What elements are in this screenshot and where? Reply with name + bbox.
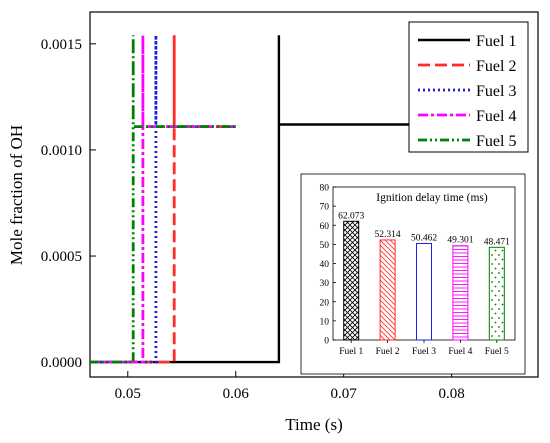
series-line-fuel-1	[90, 35, 425, 364]
inset-y-tick-label: 50	[320, 241, 330, 251]
legend-box	[408, 21, 529, 153]
legend-items: Fuel 1 Fuel 2 Fuel 3 Fuel 4 Fuel 5	[418, 33, 516, 150]
inset-bar	[488, 246, 505, 341]
x-tick-label: 0.06	[223, 386, 250, 402]
legend-label: Fuel 5	[476, 133, 516, 150]
inset-y-tick-label: 80	[320, 184, 330, 194]
x-tick-label: 0.05	[115, 386, 141, 402]
inset-bar	[343, 220, 360, 341]
inset-bar	[379, 239, 396, 341]
x-axis-label: Time (s)	[285, 415, 342, 434]
y-tick-label: 0.0000	[41, 355, 82, 371]
inset-bars: 62.073 Fuel 1 52.314 Fuel 2 50.462 Fuel 3 49.3…	[338, 211, 510, 357]
legend-label: Fuel 1	[476, 33, 516, 50]
inset-y-tick-label: 70	[320, 203, 330, 213]
main-ticks: 0.05 0.06 0.07 0.08 0.0000 0.0005 0.0010 0.0015	[41, 37, 465, 402]
inset-bar-value-label: 50.462	[411, 233, 437, 243]
legend: Fuel 1 Fuel 2 Fuel 3 Fuel 4 Fuel 5	[408, 21, 529, 153]
x-tick-label: 0.07	[331, 386, 358, 402]
y-tick-label: 0.0005	[41, 249, 82, 265]
main-series	[90, 35, 425, 364]
inset-bar-value-label: 62.073	[338, 211, 364, 221]
inset-bar-value-label: 49.301	[447, 236, 473, 246]
inset-ticks: 0 10 20 30 40 50 60 70 80	[320, 184, 336, 347]
inset-chart: Ignition delay time (ms) 0 10 20 30 40 50 60 70…	[300, 173, 526, 375]
inset-bar-value-label: 52.314	[375, 230, 401, 240]
inset-y-tick-label: 40	[320, 260, 330, 270]
legend-label: Fuel 4	[476, 108, 516, 125]
inset-x-tick-label: Fuel 1	[339, 347, 363, 357]
inset-panel	[300, 173, 526, 375]
inset-title: Ignition delay time (ms)	[376, 192, 488, 204]
inset-y-tick-label: 30	[320, 279, 330, 289]
y-tick-label: 0.0010	[41, 143, 82, 159]
legend-label: Fuel 2	[476, 58, 516, 75]
inset-y-tick-label: 0	[324, 337, 329, 347]
inset-y-tick-label: 10	[320, 317, 330, 327]
inset-x-tick-label: Fuel 3	[412, 347, 436, 357]
series-line-fuel-5	[90, 35, 236, 364]
inset-bar	[452, 245, 469, 341]
inset-x-tick-label: Fuel 2	[376, 347, 400, 357]
inset-x-tick-label: Fuel 5	[485, 347, 509, 357]
inset-x-tick-label: Fuel 4	[448, 347, 472, 357]
inset-y-tick-label: 60	[320, 222, 330, 232]
inset-bar-value-label: 48.471	[484, 237, 510, 247]
y-tick-label: 0.0015	[41, 37, 82, 53]
legend-label: Fuel 3	[476, 83, 516, 100]
x-tick-label: 0.08	[439, 386, 465, 402]
inset-y-tick-label: 20	[320, 298, 330, 308]
inset-bar	[416, 242, 432, 341]
y-axis-label: Mole fraction of OH	[7, 125, 26, 265]
